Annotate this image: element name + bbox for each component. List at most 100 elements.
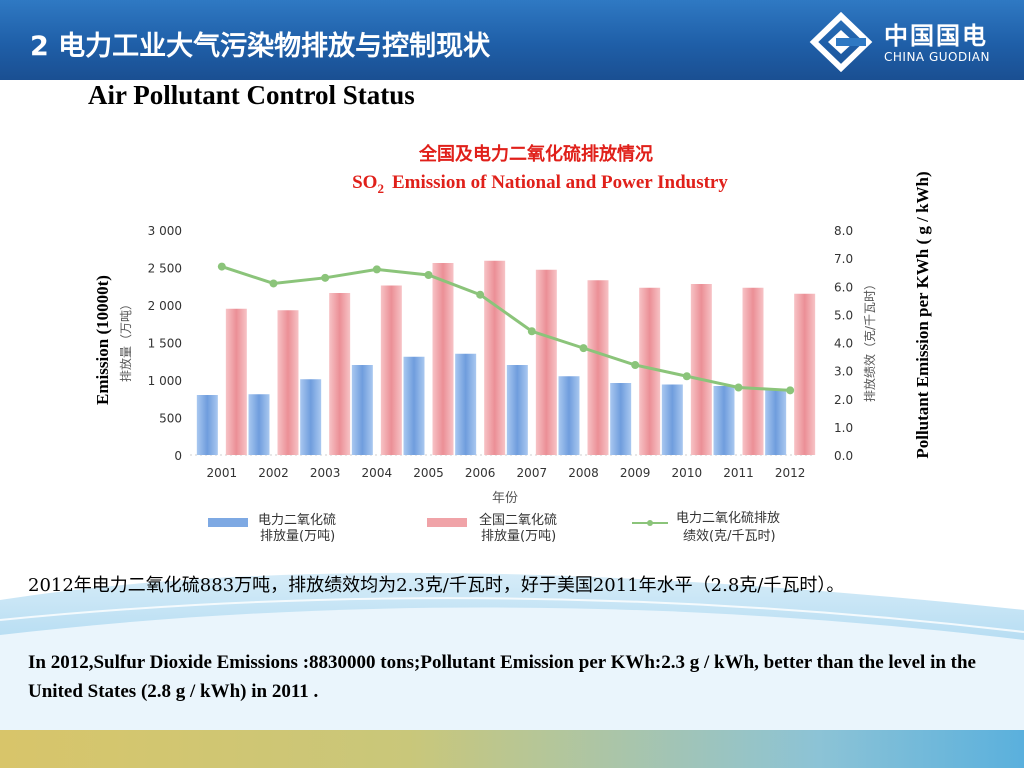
chart-title-en-prefix: SO — [352, 172, 377, 193]
chart-title-en-rest: Emission of National and Power Industry — [392, 172, 728, 193]
performance-point-2002 — [269, 279, 278, 288]
bar-national-2001 — [225, 308, 247, 455]
bar-power-2012 — [765, 388, 787, 455]
performance-point-2003 — [321, 273, 330, 282]
bar-national-2009 — [639, 287, 661, 455]
summary-cn: 2012年电力二氧化硫883万吨，排放绩效均为2.3克/千瓦时，好于美国2011… — [28, 575, 845, 596]
right-tick-label: 7.0 — [834, 252, 853, 266]
left-tick-label: 2 500 — [148, 262, 182, 276]
bar-national-2002 — [277, 310, 299, 455]
x-tick-label: 2012 — [775, 466, 806, 480]
chart-legend: 电力二氧化硫 排放量(万吨) 全国二氧化硫 排放量(万吨) 电力二氧化硫排放 绩… — [208, 511, 780, 544]
x-tick-label: 2009 — [620, 466, 651, 480]
bar-power-2005 — [403, 356, 425, 455]
logo-cn-text: 中国国电 — [884, 22, 988, 50]
legend-label-performance-line2: 绩效(克/千瓦时) — [683, 529, 776, 544]
y-axis-label-right-en: Pollutant Emission per KWh ( g / kWh) — [913, 171, 932, 458]
legend-swatch-performance-marker — [647, 520, 653, 526]
left-tick-label: 1 500 — [148, 337, 182, 351]
right-tick-label: 6.0 — [834, 280, 853, 294]
x-tick-label: 2001 — [207, 466, 238, 480]
x-tick-label: 2006 — [465, 466, 496, 480]
right-tick-label: 8.0 — [834, 224, 853, 238]
right-tick-label: 1.0 — [834, 421, 853, 435]
performance-point-2009 — [631, 361, 640, 369]
bar-national-2008 — [587, 280, 609, 455]
line-series-group — [217, 262, 795, 395]
left-tick-label: 1 000 — [148, 374, 182, 388]
x-tick-label: 2007 — [517, 466, 548, 480]
company-logo: 中国国电 CHINA GUODIAN — [806, 11, 1016, 73]
bar-national-2003 — [329, 293, 351, 455]
bar-power-2007 — [506, 365, 528, 455]
bar-national-2010 — [690, 284, 712, 455]
x-tick-label: 2004 — [362, 466, 393, 480]
bar-power-2004 — [351, 365, 373, 455]
y-axis-label-left-en: Emission (10000t) — [93, 275, 112, 405]
bottom-wave-decoration — [0, 572, 1024, 768]
x-tick-label: 2010 — [672, 466, 703, 480]
bar-national-2004 — [380, 285, 402, 455]
performance-point-2001 — [217, 262, 226, 271]
guodian-logo-icon — [809, 11, 873, 73]
legend-label-power-line2: 排放量(万吨) — [260, 529, 335, 544]
right-tick-label: 5.0 — [834, 308, 853, 322]
performance-point-2012 — [786, 386, 795, 395]
performance-point-2005 — [424, 271, 433, 279]
x-tick-label: 2011 — [723, 466, 754, 480]
bar-power-2003 — [300, 379, 322, 455]
chart-title-en-sub: 2 — [377, 181, 384, 196]
bar-national-2007 — [535, 269, 557, 455]
bar-power-2010 — [661, 384, 683, 455]
left-tick-label: 0 — [174, 449, 182, 463]
bar-power-2009 — [610, 383, 632, 455]
right-tick-label: 4.0 — [834, 337, 853, 351]
bar-national-2006 — [484, 260, 506, 455]
performance-point-2007 — [527, 327, 536, 336]
bar-power-2008 — [558, 376, 580, 455]
bars-group — [196, 260, 816, 455]
chart-title-cn: 全国及电力二氧化硫排放情况 — [418, 143, 653, 165]
slide-title: 2 电力工业大气污染物排放与控制现状 — [30, 31, 491, 62]
x-tick-label: 2008 — [568, 466, 599, 480]
performance-point-2004 — [372, 265, 381, 274]
legend-label-performance-line1: 电力二氧化硫排放 — [676, 511, 780, 526]
legend-swatch-national-bar — [427, 518, 467, 527]
right-axis-ticks: 0.0 1.0 2.0 3.0 4.0 5.0 6.0 7.0 8.0 — [834, 224, 853, 463]
x-tick-label: 2002 — [258, 466, 289, 480]
bar-power-2001 — [196, 395, 218, 455]
x-tick-label: 2003 — [310, 466, 341, 480]
legend-label-national-line1: 全国二氧化硫 — [479, 512, 557, 528]
bar-national-2012 — [794, 293, 816, 455]
header-bar: 2 电力工业大气污染物排放与控制现状 中国国电 CHINA GUODIAN — [0, 0, 1024, 80]
right-tick-label: 3.0 — [834, 365, 853, 379]
legend-swatch-power-bar — [208, 518, 248, 527]
performance-point-2008 — [579, 344, 588, 353]
left-tick-label: 500 — [159, 412, 182, 426]
performance-point-2006 — [476, 290, 485, 299]
legend-label-national-line2: 排放量(万吨) — [481, 529, 556, 544]
y-axis-label-right-cn: 排放绩效（克/千瓦时） — [862, 278, 877, 402]
right-tick-label: 2.0 — [834, 393, 853, 407]
bar-national-2005 — [432, 263, 454, 455]
page-subtitle: Air Pollutant Control Status — [88, 80, 415, 110]
left-tick-label: 3 000 — [148, 224, 182, 238]
right-tick-label: 0.0 — [834, 449, 853, 463]
x-axis-ticks: 2001 2002 2003 2004 2005 2006 2007 2008 2009 2010… — [207, 466, 806, 480]
performance-line — [221, 265, 791, 392]
summary-en: In 2012,Sulfur Dioxide Emissions :883000… — [28, 652, 976, 702]
bar-power-2011 — [713, 386, 735, 455]
left-tick-label: 2 000 — [148, 299, 182, 313]
left-axis-ticks: 0 500 1 000 1 500 2 000 2 500 3 000 — [148, 224, 182, 463]
chart-title-en: SO2 Emission of National and Power Indust… — [352, 172, 728, 196]
bar-national-2011 — [742, 287, 764, 455]
bar-power-2006 — [455, 353, 477, 455]
x-tick-label: 2005 — [413, 466, 444, 480]
x-axis-label: 年份 — [492, 491, 518, 506]
performance-point-2011 — [734, 383, 743, 392]
legend-label-power-line1: 电力二氧化硫 — [258, 513, 336, 528]
logo-en-text: CHINA GUODIAN — [884, 50, 990, 64]
bar-power-2002 — [248, 394, 270, 455]
performance-point-2010 — [682, 372, 691, 381]
